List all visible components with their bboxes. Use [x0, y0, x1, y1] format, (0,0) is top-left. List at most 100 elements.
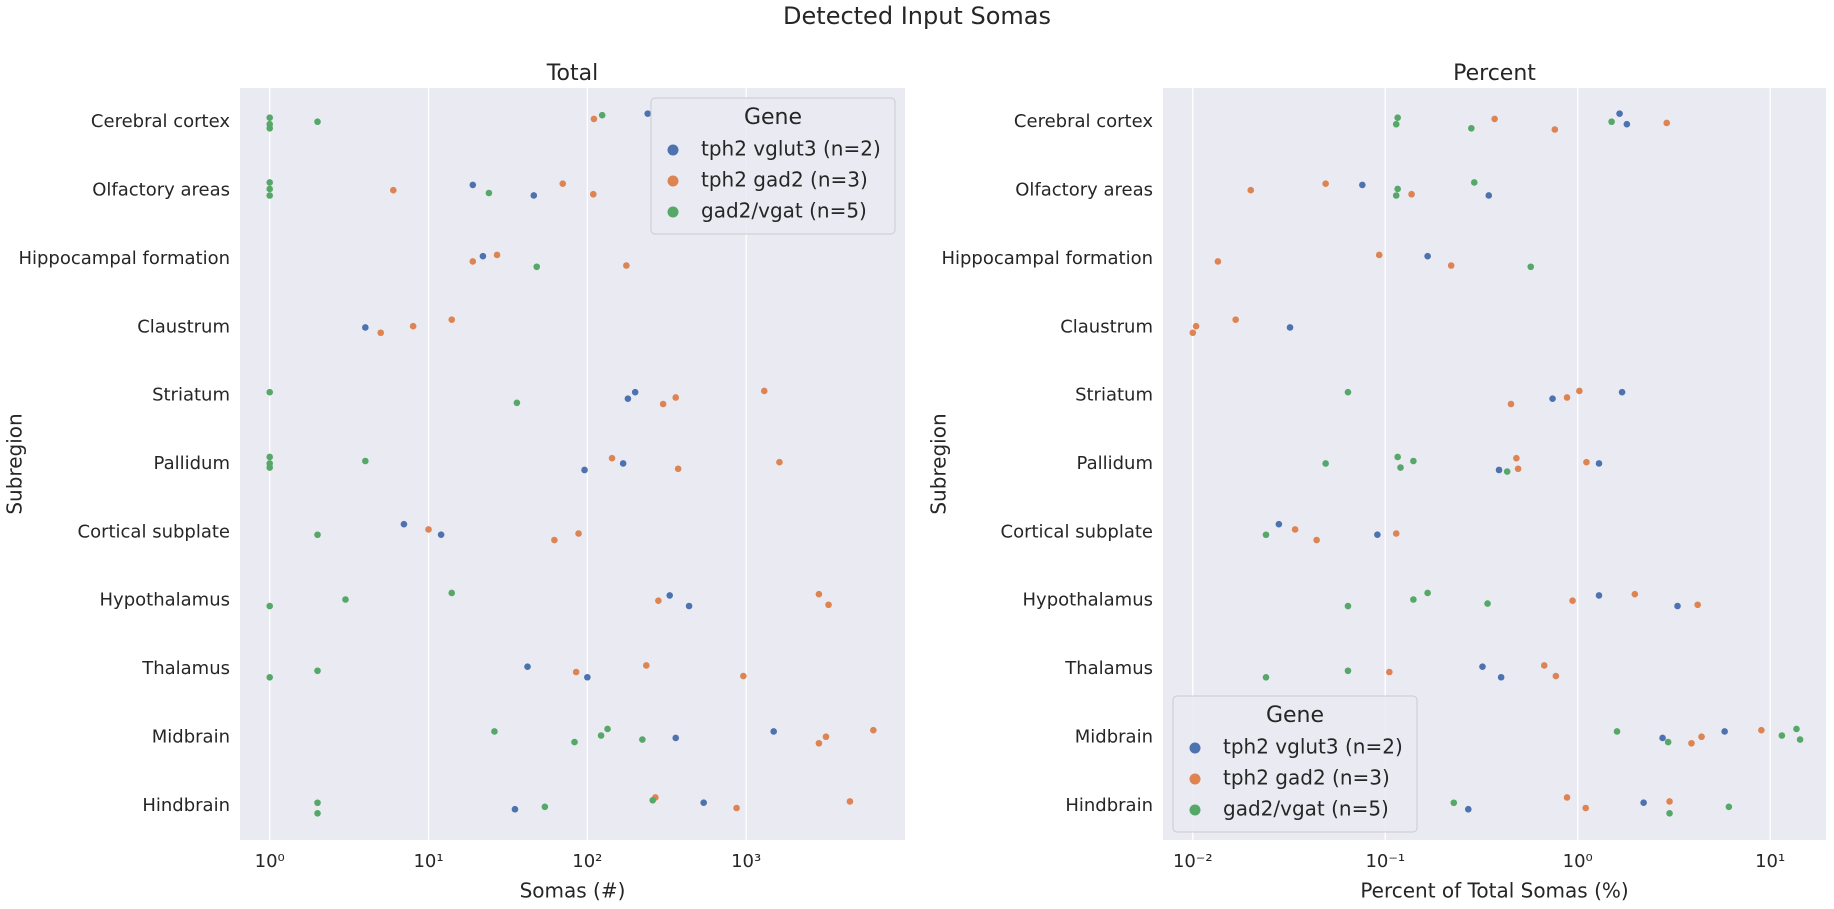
point — [1189, 329, 1197, 337]
point — [1666, 798, 1673, 805]
legend-label: tph2 gad2 (n=3) — [1223, 766, 1390, 790]
point — [815, 739, 823, 747]
point — [825, 601, 832, 609]
point — [1392, 192, 1400, 199]
point — [1397, 464, 1404, 471]
point — [1583, 458, 1590, 466]
legend-label: tph2 gad2 (n=3) — [701, 168, 868, 192]
y-tick-label: Claustrum — [1060, 316, 1153, 337]
y-tick-label: Thalamus — [141, 658, 230, 679]
point — [1424, 589, 1431, 597]
point — [1674, 602, 1681, 610]
point — [1552, 672, 1560, 680]
point — [685, 602, 693, 610]
point — [608, 454, 616, 462]
point — [1392, 120, 1400, 128]
point — [1659, 734, 1666, 742]
point — [1688, 739, 1695, 747]
point — [390, 186, 397, 194]
point — [559, 180, 567, 187]
point — [1214, 258, 1222, 265]
point — [314, 531, 321, 539]
point — [1470, 179, 1478, 186]
point — [1479, 663, 1486, 670]
point — [266, 464, 274, 471]
point — [314, 667, 321, 675]
point — [530, 192, 538, 199]
point — [266, 192, 274, 199]
y-tick-label: Claustrum — [137, 316, 230, 337]
point — [1344, 602, 1352, 610]
y-axis-label: Subregion — [3, 413, 27, 514]
y-tick-label: Hindbrain — [142, 795, 230, 816]
point — [1549, 395, 1556, 403]
point — [409, 322, 417, 330]
point — [533, 263, 541, 271]
x-tick-label: 10¹ — [413, 851, 443, 872]
point — [491, 728, 498, 735]
y-tick-label: Hippocampal formation — [18, 248, 230, 269]
point — [815, 590, 823, 598]
point — [1576, 387, 1583, 395]
point — [644, 110, 652, 117]
point — [1450, 799, 1458, 807]
point — [776, 458, 783, 466]
legend-label: tph2 vglut3 (n=2) — [1223, 735, 1403, 759]
point — [485, 189, 493, 197]
legend-label: gad2/vgat (n=5) — [701, 199, 867, 223]
y-tick-label: Hindbrain — [1065, 795, 1153, 816]
x-axis-label: Percent of Total Somas (%) — [1360, 879, 1628, 903]
point — [674, 465, 682, 473]
legend-label: tph2 vglut3 (n=2) — [701, 137, 881, 161]
point — [619, 460, 627, 467]
point — [1595, 460, 1603, 467]
x-tick-label: 10⁰ — [255, 851, 285, 872]
point — [479, 252, 487, 260]
point — [1359, 181, 1366, 189]
point — [266, 185, 274, 193]
x-tick-label: 10⁰ — [1563, 851, 1593, 872]
point — [642, 662, 650, 669]
y-tick-label: Cerebral cortex — [91, 111, 230, 132]
point — [1275, 520, 1283, 528]
point — [672, 734, 680, 742]
point — [1631, 590, 1639, 598]
point — [551, 536, 558, 544]
point — [1262, 673, 1270, 681]
point — [1618, 388, 1626, 396]
point — [846, 798, 854, 805]
point — [700, 799, 707, 807]
point — [770, 728, 777, 735]
point — [1468, 124, 1475, 132]
point — [266, 453, 274, 461]
point — [631, 388, 639, 396]
legend-marker — [667, 175, 679, 187]
y-tick-label: Midbrain — [152, 726, 230, 747]
point — [1540, 662, 1548, 669]
point — [1507, 400, 1515, 408]
panel-title: Total — [546, 61, 598, 86]
point — [541, 803, 549, 811]
point — [575, 530, 582, 537]
point — [1322, 460, 1329, 467]
y-tick-label: Thalamus — [1064, 658, 1153, 679]
legend-marker — [1189, 773, 1201, 785]
x-tick-label: 10⁻¹ — [1365, 851, 1405, 872]
point — [584, 673, 591, 681]
point — [513, 399, 521, 407]
point — [314, 118, 321, 126]
point — [266, 124, 274, 132]
point — [1569, 597, 1576, 605]
x-tick-label: 10⁻² — [1173, 851, 1213, 872]
point — [342, 596, 349, 603]
point — [362, 457, 369, 465]
point — [377, 329, 385, 337]
y-tick-label: Pallidum — [154, 453, 230, 474]
point — [469, 181, 477, 189]
point — [604, 725, 611, 733]
point — [511, 805, 519, 813]
legend-marker — [667, 206, 679, 218]
figure-title: Detected Input Somas — [783, 2, 1051, 30]
y-tick-label: Hippocampal formation — [941, 248, 1153, 269]
